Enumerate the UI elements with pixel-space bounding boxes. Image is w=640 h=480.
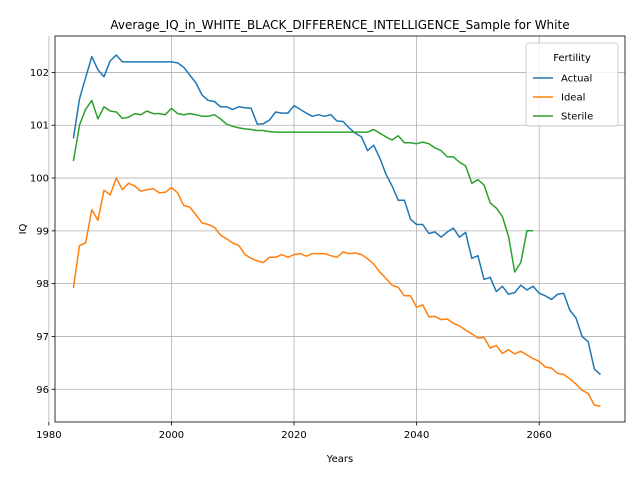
x-tick-label: 2060 <box>526 430 551 441</box>
series-line-actual <box>72 54 601 376</box>
x-axis-label: Years <box>326 454 353 465</box>
legend-frame <box>525 42 619 127</box>
y-tick-label: 98 <box>36 279 49 290</box>
chart-title: Average_IQ_in_WHITE_BLACK_DIFFERENCE_INT… <box>110 18 569 32</box>
legend-label-ideal: Ideal <box>561 93 585 104</box>
x-tick-label: 1980 <box>36 430 61 441</box>
plot-frame <box>54 35 626 423</box>
x-tick-label: 2020 <box>281 430 306 441</box>
y-tick-label: 97 <box>36 332 49 343</box>
series-lines <box>72 54 601 407</box>
series-line-ideal <box>72 177 601 407</box>
y-axis: 96 97 98 99 100 101 102 <box>30 68 55 396</box>
y-axis-label: IQ <box>18 223 29 234</box>
y-tick-label: 100 <box>30 174 49 185</box>
legend: Fertility Actual Ideal Sterile <box>525 42 619 127</box>
y-tick-label: 99 <box>36 226 49 237</box>
legend-label-actual: Actual <box>561 74 592 85</box>
legend-title: Fertility <box>553 53 591 64</box>
y-tick-label: 102 <box>30 68 49 79</box>
x-tick-label: 2000 <box>159 430 184 441</box>
series-line-sterile <box>72 99 534 273</box>
y-tick-label: 96 <box>36 385 49 396</box>
x-axis: 1980 2000 2020 2040 2060 <box>36 422 552 441</box>
y-tick-label: 101 <box>30 121 49 132</box>
x-tick-label: 2040 <box>404 430 429 441</box>
legend-label-sterile: Sterile <box>561 112 593 123</box>
